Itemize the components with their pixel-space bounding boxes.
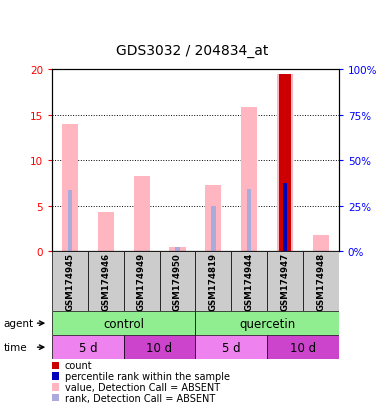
- Text: GSM174950: GSM174950: [173, 253, 182, 310]
- Text: GSM174945: GSM174945: [65, 252, 74, 311]
- Text: control: control: [103, 317, 144, 330]
- Bar: [124, 335, 195, 359]
- Bar: [52, 335, 124, 359]
- Text: GDS3032 / 204834_at: GDS3032 / 204834_at: [116, 43, 269, 57]
- Text: GSM174948: GSM174948: [316, 252, 325, 311]
- Text: quercetin: quercetin: [239, 317, 295, 330]
- Bar: [52, 311, 195, 335]
- Text: agent: agent: [4, 318, 34, 328]
- Bar: [241, 108, 257, 252]
- Bar: [267, 252, 303, 311]
- Bar: [211, 206, 216, 252]
- Text: GSM174944: GSM174944: [244, 252, 254, 311]
- Bar: [159, 252, 196, 311]
- Text: time: time: [4, 342, 27, 352]
- Bar: [52, 252, 88, 311]
- Text: 5 d: 5 d: [222, 341, 241, 354]
- Bar: [303, 252, 339, 311]
- Text: count: count: [65, 361, 92, 370]
- Text: 10 d: 10 d: [290, 341, 316, 354]
- Text: GSM174946: GSM174946: [101, 252, 110, 311]
- Bar: [267, 335, 339, 359]
- Text: GSM174947: GSM174947: [281, 252, 290, 311]
- Bar: [134, 177, 150, 252]
- Bar: [98, 212, 114, 252]
- Text: rank, Detection Call = ABSENT: rank, Detection Call = ABSENT: [65, 393, 215, 403]
- Text: GSM174949: GSM174949: [137, 252, 146, 311]
- Bar: [195, 252, 231, 311]
- Bar: [88, 252, 124, 311]
- Bar: [277, 74, 293, 252]
- Bar: [124, 252, 159, 311]
- Text: value, Detection Call = ABSENT: value, Detection Call = ABSENT: [65, 382, 220, 392]
- Bar: [247, 190, 251, 252]
- Bar: [279, 74, 291, 252]
- Text: 10 d: 10 d: [146, 341, 172, 354]
- Bar: [313, 235, 329, 252]
- Text: GSM174819: GSM174819: [209, 252, 218, 311]
- Bar: [175, 247, 180, 252]
- Bar: [195, 311, 339, 335]
- Bar: [68, 191, 72, 252]
- Bar: [283, 183, 287, 252]
- Bar: [205, 185, 221, 252]
- Bar: [62, 124, 78, 252]
- Text: 5 d: 5 d: [79, 341, 97, 354]
- Bar: [231, 252, 267, 311]
- Bar: [195, 335, 267, 359]
- Bar: [169, 248, 186, 252]
- Text: percentile rank within the sample: percentile rank within the sample: [65, 371, 230, 381]
